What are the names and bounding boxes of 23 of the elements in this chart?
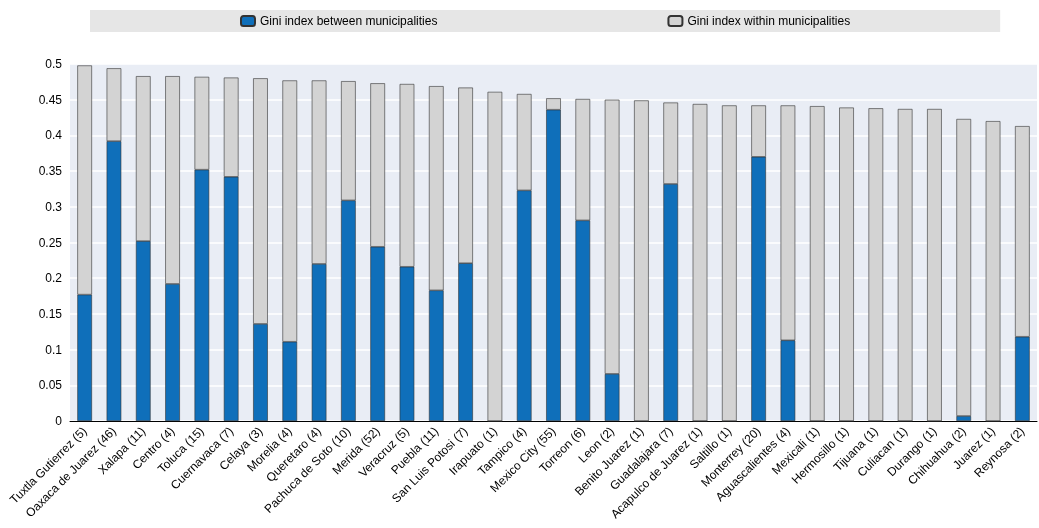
- bar: [692, 103, 708, 421]
- y-tick-label: 0: [55, 414, 63, 428]
- bar: [897, 108, 913, 421]
- bar: [721, 105, 737, 421]
- y-tick-label: 0.5: [45, 57, 63, 71]
- legend-label: Gini index within municipalities: [687, 14, 851, 28]
- bar: [839, 107, 854, 421]
- bar: [985, 121, 1001, 421]
- y-tick-label: 0.35: [38, 164, 63, 179]
- y-tick-label: 0.3: [45, 199, 63, 214]
- y-tick-label: 0.45: [38, 92, 63, 107]
- y-tick-label: 0.05: [38, 378, 63, 393]
- y-tick-label: 0.1: [45, 342, 63, 357]
- y-tick-label: 0.4: [45, 128, 63, 143]
- y-tick-label: 0.25: [38, 235, 63, 250]
- legend-label: Gini index between municipalities: [260, 14, 438, 28]
- bar: [927, 108, 942, 421]
- y-tick-label: 0.2: [45, 271, 63, 286]
- bar: [487, 91, 503, 421]
- bar: [634, 100, 649, 421]
- bar: [868, 108, 884, 421]
- y-tick-label: 0.15: [38, 306, 63, 321]
- bar: [809, 106, 825, 421]
